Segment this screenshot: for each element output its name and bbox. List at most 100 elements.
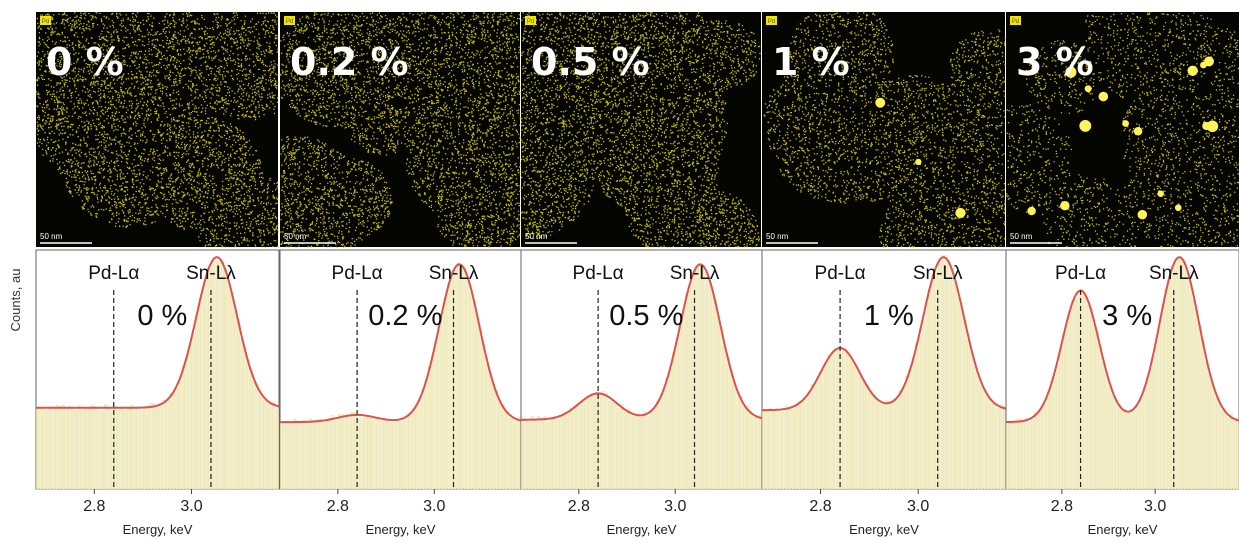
histogram-bar <box>350 412 354 490</box>
histogram-bar <box>726 356 730 490</box>
fit-curve <box>762 256 1007 412</box>
histogram-bar <box>331 415 335 490</box>
histogram-bar <box>588 396 592 490</box>
histogram-bar <box>1077 292 1081 490</box>
histogram-bar <box>305 421 309 490</box>
histogram-bar <box>908 368 912 490</box>
histogram-bar <box>963 320 967 490</box>
histogram-bar <box>402 420 406 490</box>
histogram-bar <box>1018 418 1022 490</box>
pd-cluster <box>915 158 922 166</box>
histogram-bar <box>611 401 614 490</box>
histogram-bar <box>424 378 428 490</box>
histogram-bar <box>1055 365 1059 490</box>
histogram-bar <box>649 410 653 490</box>
x-tick-label: 3.0 <box>664 498 686 515</box>
pd-peak-label: Pd-Lα <box>332 263 383 284</box>
histogram-bar <box>479 329 483 490</box>
histogram-bar <box>289 421 293 490</box>
histogram-bar <box>421 388 425 490</box>
histogram-bar <box>872 393 876 490</box>
histogram-bar <box>898 390 902 490</box>
histogram-bar <box>334 420 338 490</box>
histogram-bar <box>299 421 303 490</box>
histogram-bar <box>463 266 467 490</box>
histogram-bar <box>498 401 502 490</box>
histogram-bar <box>710 290 714 490</box>
histogram-bar <box>482 344 486 490</box>
histogram-bar <box>794 404 798 490</box>
histogram-bar <box>453 270 457 490</box>
histogram-bar <box>885 400 889 490</box>
histogram-bar <box>833 348 837 490</box>
histogram-bar <box>892 399 896 490</box>
histogram-bar <box>911 357 915 490</box>
pd-cluster <box>1065 66 1077 78</box>
histogram-bar <box>915 342 918 490</box>
histogram-bar <box>620 403 624 490</box>
histogram-bar <box>431 355 435 490</box>
histogram-bar <box>1211 382 1214 490</box>
histogram-bar <box>954 282 958 490</box>
histogram-bar <box>1031 419 1034 490</box>
histogram-bar <box>1121 410 1124 490</box>
histogram-bar <box>1090 308 1093 490</box>
histogram-bar <box>52 407 56 490</box>
histogram-bar <box>240 338 244 490</box>
scale-bar-label: 50 nm <box>284 232 307 241</box>
histogram-bar <box>266 401 270 490</box>
histogram-bar <box>485 362 489 490</box>
histogram-bar <box>1040 408 1044 490</box>
map-percent-label: 0.5 % <box>531 40 650 84</box>
histogram-bar <box>1232 420 1236 490</box>
histogram-bar <box>652 407 656 490</box>
scale-bar-label: 50 nm <box>40 232 63 241</box>
histogram-bar <box>863 379 866 490</box>
histogram-bar <box>325 418 328 490</box>
map-tag-text: Pd <box>1012 19 1019 25</box>
eds-map-panel: Pd 0.5 % 50 nm <box>521 12 761 249</box>
histogram-bar <box>62 404 65 490</box>
histogram-bar <box>36 408 40 490</box>
histogram-bar <box>156 407 159 490</box>
map-percent-label: 3 % <box>1016 40 1094 84</box>
histogram-bar <box>624 411 627 490</box>
spectrum-panel: Pd-Lα Sn-Lλ 1 % 2.8 3.0 Energy, keV <box>761 249 1007 537</box>
histogram-bar <box>824 364 827 490</box>
histogram-bar <box>614 403 618 490</box>
histogram-bar <box>495 390 499 490</box>
histogram-bar <box>970 351 974 490</box>
histogram-bar <box>1198 325 1202 490</box>
histogram-bar <box>928 289 931 490</box>
histogram-bar <box>283 420 287 490</box>
histogram-bar <box>778 411 782 490</box>
histogram-bar <box>185 356 189 490</box>
histogram-bar <box>214 259 218 490</box>
histogram-bar <box>869 391 873 490</box>
sn-peak-label: Sn-Lλ <box>186 263 236 284</box>
histogram-bar <box>224 268 227 490</box>
histogram-bar <box>566 414 569 490</box>
histogram-bar <box>1183 262 1186 490</box>
histogram-bar <box>944 255 948 490</box>
histogram-bar <box>1068 311 1072 490</box>
histogram-bar <box>659 397 663 490</box>
histogram-bar <box>601 391 605 490</box>
histogram-bar <box>804 398 808 490</box>
x-tick-label: 2.8 <box>1051 498 1073 515</box>
map-tag-box <box>40 16 51 25</box>
histogram-bar <box>389 423 393 490</box>
spectrum-panel: Pd-Lα Sn-Lλ 0 % 2.8 3.0 Energy, keV <box>35 249 280 537</box>
histogram-bar <box>207 268 211 490</box>
histogram-bar <box>1114 399 1118 490</box>
histogram-bar <box>527 421 531 490</box>
fit-curve <box>521 263 763 421</box>
histogram-bar <box>989 400 993 490</box>
histogram-bar <box>392 422 396 490</box>
histogram-bar <box>1136 406 1140 490</box>
histogram-bar <box>646 416 650 490</box>
histogram-bar <box>604 393 608 490</box>
histogram-bar <box>318 418 322 490</box>
histogram-bar <box>685 292 688 490</box>
